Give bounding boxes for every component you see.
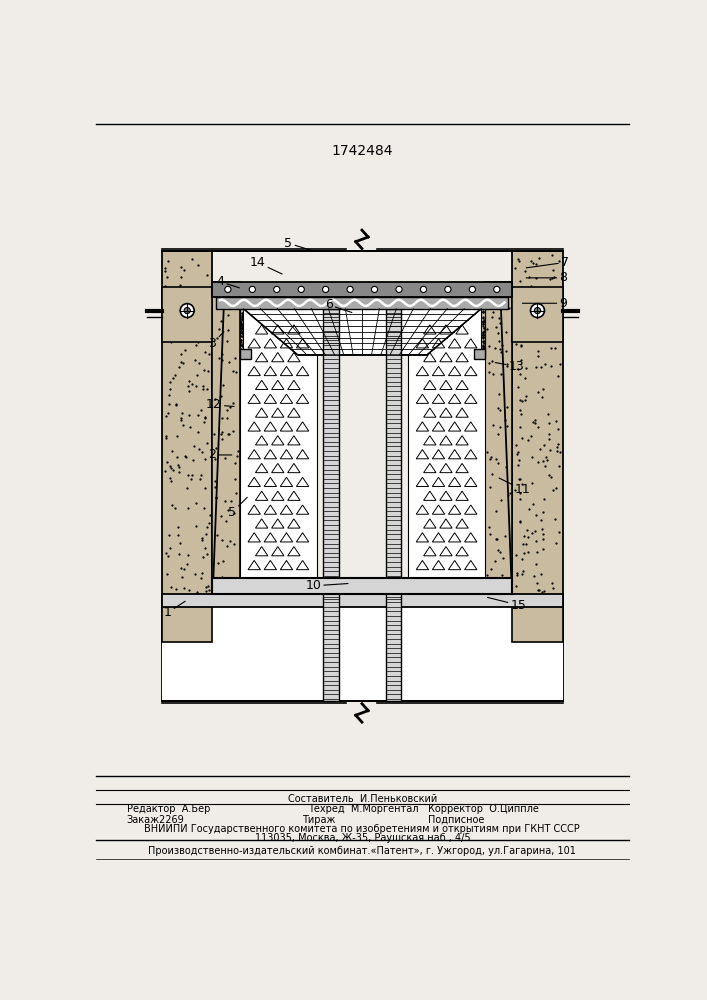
Text: 2: 2 — [209, 448, 232, 461]
Bar — [216, 297, 508, 309]
Circle shape — [322, 286, 329, 292]
Bar — [386, 309, 402, 601]
Bar — [474, 349, 485, 359]
Circle shape — [534, 307, 541, 314]
Bar — [212, 282, 513, 297]
Text: 15: 15 — [488, 597, 527, 612]
Text: Техред  М.Моргентал: Техред М.Моргентал — [308, 804, 418, 814]
Text: 11: 11 — [499, 478, 530, 496]
Text: 1742484: 1742484 — [331, 144, 392, 158]
Text: Производственно-издательский комбинат.«Патент», г. Ужгород, ул.Гагарина, 101: Производственно-издательский комбинат.«П… — [148, 846, 576, 856]
Circle shape — [493, 286, 500, 292]
Text: 4: 4 — [216, 275, 240, 288]
Text: 6: 6 — [325, 298, 352, 312]
Text: Редактор  А.Бер: Редактор А.Бер — [127, 804, 210, 814]
Bar — [162, 594, 563, 607]
Circle shape — [184, 307, 190, 314]
Bar — [162, 251, 212, 701]
Text: ВНИИПИ Государственного комитета по изобретениям и открытиям при ГКНТ СССР: ВНИИПИ Государственного комитета по изоб… — [144, 824, 580, 834]
Circle shape — [250, 286, 255, 292]
Circle shape — [469, 286, 475, 292]
Text: 9: 9 — [522, 297, 568, 310]
Text: Корректор  О.Циппле: Корректор О.Циппле — [428, 804, 539, 814]
Polygon shape — [513, 287, 563, 342]
Text: Закаж2269: Закаж2269 — [127, 815, 185, 825]
Bar — [323, 309, 339, 601]
Circle shape — [225, 286, 231, 292]
Bar — [323, 590, 339, 701]
Polygon shape — [513, 604, 563, 642]
Text: 3: 3 — [209, 332, 224, 350]
Bar — [485, 282, 513, 594]
Circle shape — [445, 286, 451, 292]
Circle shape — [396, 286, 402, 292]
Bar — [212, 578, 513, 594]
Circle shape — [274, 286, 280, 292]
Text: 14: 14 — [250, 256, 282, 274]
Text: 113035, Москва, Ж-35, Раушская наб., 4/5: 113035, Москва, Ж-35, Раушская наб., 4/5 — [255, 833, 470, 843]
Text: Составитель  И.Пеньковский: Составитель И.Пеньковский — [288, 794, 437, 804]
Circle shape — [298, 286, 304, 292]
Text: 8: 8 — [526, 271, 568, 284]
Bar — [240, 309, 317, 578]
Circle shape — [530, 304, 544, 318]
Text: Тираж: Тираж — [302, 815, 335, 825]
Bar — [481, 309, 485, 355]
Text: 12: 12 — [206, 398, 234, 411]
Bar — [162, 607, 563, 701]
Text: 7: 7 — [526, 256, 569, 269]
Text: 5: 5 — [228, 497, 247, 519]
Circle shape — [371, 286, 378, 292]
Circle shape — [180, 304, 194, 318]
Text: 13: 13 — [495, 360, 524, 373]
Bar — [513, 251, 563, 701]
Polygon shape — [162, 287, 212, 342]
Text: 5: 5 — [284, 237, 313, 251]
Text: 1: 1 — [163, 601, 185, 619]
Bar — [212, 282, 240, 594]
Polygon shape — [162, 604, 212, 642]
Polygon shape — [243, 309, 481, 355]
Bar — [386, 590, 402, 701]
Circle shape — [347, 286, 354, 292]
Text: Подписное: Подписное — [428, 815, 484, 825]
Bar — [240, 309, 243, 355]
Circle shape — [421, 286, 426, 292]
Bar — [408, 309, 485, 578]
Text: 10: 10 — [305, 579, 348, 592]
Bar — [240, 349, 251, 359]
